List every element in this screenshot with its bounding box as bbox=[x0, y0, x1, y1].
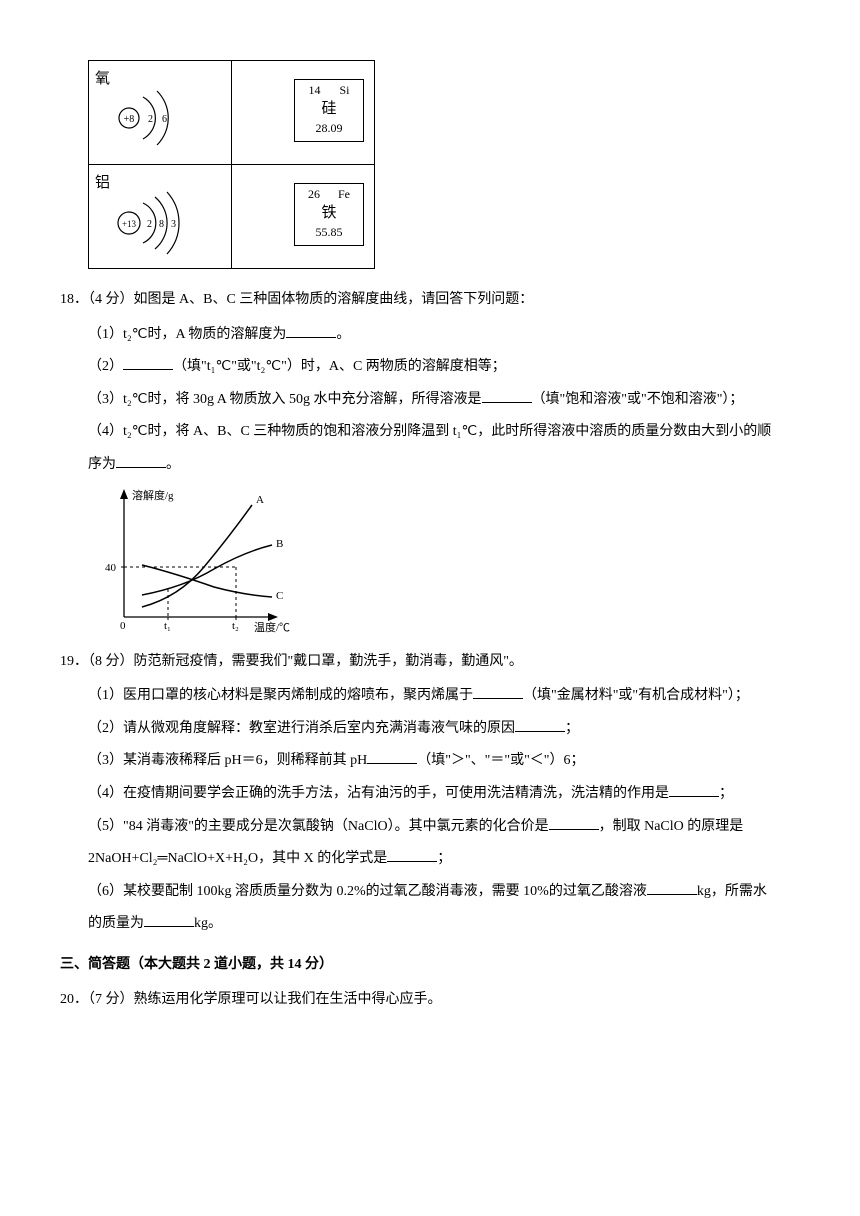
svg-text:3: 3 bbox=[171, 219, 176, 230]
cell-aluminum: 铝 +13 2 8 3 bbox=[89, 165, 232, 269]
solubility-svg: 40 A B C 溶解度/g 温度/℃ 0 t₁ t₂ bbox=[96, 487, 296, 637]
blank bbox=[367, 749, 417, 764]
svg-text:40: 40 bbox=[105, 562, 117, 574]
blank bbox=[482, 388, 532, 403]
section-3-title: 三、简答题（本大题共 2 道小题，共 14 分） bbox=[60, 952, 800, 979]
q19-s5-cont: 2NaOH+Cl₂═NaClO+X+H₂O，其中 X 的化学式是； bbox=[60, 846, 800, 873]
blank bbox=[123, 355, 173, 370]
q18-head: 18．（4 分）如图是 A、B、C 三种固体物质的溶解度曲线，请回答下列问题： bbox=[60, 287, 800, 314]
svg-text:溶解度/g: 溶解度/g bbox=[132, 488, 174, 502]
q18-s1: （1）t₂℃时，A 物质的溶解度为。 bbox=[88, 322, 800, 349]
svg-text:t₁: t₁ bbox=[164, 620, 171, 632]
blank bbox=[286, 323, 336, 338]
q19-s2: （2）请从微观角度解释：教室进行消杀后室内充满消毒液气味的原因； bbox=[88, 716, 800, 743]
q19-s4: （4）在疫情期间要学会正确的洗手方法，沾有油污的手，可使用洗洁精清洗，洗洁精的作… bbox=[88, 781, 800, 808]
q19-head: 19．（8 分）防范新冠疫情，需要我们"戴口罩，勤洗手，勤消毒，勤通风"。 bbox=[60, 649, 800, 676]
q18-s3: （3）t₂℃时，将 30g A 物质放入 50g 水中充分溶解，所得溶液是（填"… bbox=[88, 387, 800, 414]
svg-text:6: 6 bbox=[162, 114, 167, 125]
svg-text:温度/℃: 温度/℃ bbox=[254, 620, 290, 634]
q18-s2: （2）（填"t₁℃"或"t₂℃"）时，A、C 两物质的溶解度相等； bbox=[88, 354, 800, 381]
element-info-box-fe: 26Fe 铁 55.85 bbox=[294, 183, 364, 246]
q19-s3: （3）某消毒液稀释后 pH＝6，则稀释前其 pH（填"＞"、"＝"或"＜"）6； bbox=[88, 748, 800, 775]
svg-text:0: 0 bbox=[120, 620, 126, 632]
q18-s4: （4）t₂℃时，将 A、B、C 三种物质的饱和溶液分别降温到 t₁℃，此时所得溶… bbox=[88, 419, 800, 446]
elem-cn-label: 氧 bbox=[95, 65, 110, 94]
q20-head: 20．（7 分）熟练运用化学原理可以让我们在生活中得心应手。 bbox=[60, 987, 800, 1014]
atom-diagram-o: +8 2 6 bbox=[111, 83, 195, 153]
nucleus-charge: +8 bbox=[124, 114, 135, 125]
svg-text:B: B bbox=[276, 538, 283, 550]
blank bbox=[647, 880, 697, 895]
solubility-chart: 40 A B C 溶解度/g 温度/℃ 0 t₁ t₂ bbox=[96, 487, 800, 637]
blank bbox=[387, 847, 437, 862]
q19-s6: （6）某校要配制 100kg 溶质质量分数为 0.2%的过氧乙酸消毒液，需要 1… bbox=[88, 879, 800, 906]
atom-diagram-al: +13 2 8 3 bbox=[111, 187, 207, 259]
blank bbox=[116, 453, 166, 468]
blank bbox=[669, 782, 719, 797]
svg-text:8: 8 bbox=[159, 219, 164, 230]
svg-text:2: 2 bbox=[147, 219, 152, 230]
q19-s6-cont: 的质量为kg。 bbox=[60, 911, 800, 938]
svg-text:2: 2 bbox=[148, 114, 153, 125]
q18-s4-cont: 序为。 bbox=[60, 452, 800, 479]
blank bbox=[144, 912, 194, 927]
elem-cn-label: 铝 bbox=[95, 169, 110, 198]
nucleus-charge: +13 bbox=[122, 219, 137, 229]
element-table: 氧 +8 2 6 14Si 硅 28.09 铝 +13 bbox=[88, 60, 375, 269]
blank bbox=[549, 815, 599, 830]
q19-s1: （1）医用口罩的核心材料是聚丙烯制成的熔喷布，聚丙烯属于（填"金属材料"或"有机… bbox=[88, 683, 800, 710]
svg-text:t₂: t₂ bbox=[232, 620, 239, 632]
cell-fe-info: 26Fe 铁 55.85 bbox=[232, 165, 375, 269]
blank bbox=[473, 684, 523, 699]
element-info-box-si: 14Si 硅 28.09 bbox=[294, 79, 364, 142]
curve-c bbox=[142, 565, 272, 597]
q19-s5: （5）"84 消毒液"的主要成分是次氯酸钠（NaClO）。其中氯元素的化合价是，… bbox=[88, 814, 800, 841]
cell-oxygen: 氧 +8 2 6 bbox=[89, 61, 232, 165]
cell-si-info: 14Si 硅 28.09 bbox=[232, 61, 375, 165]
svg-text:C: C bbox=[276, 590, 283, 602]
blank bbox=[515, 717, 565, 732]
svg-text:A: A bbox=[256, 494, 264, 506]
